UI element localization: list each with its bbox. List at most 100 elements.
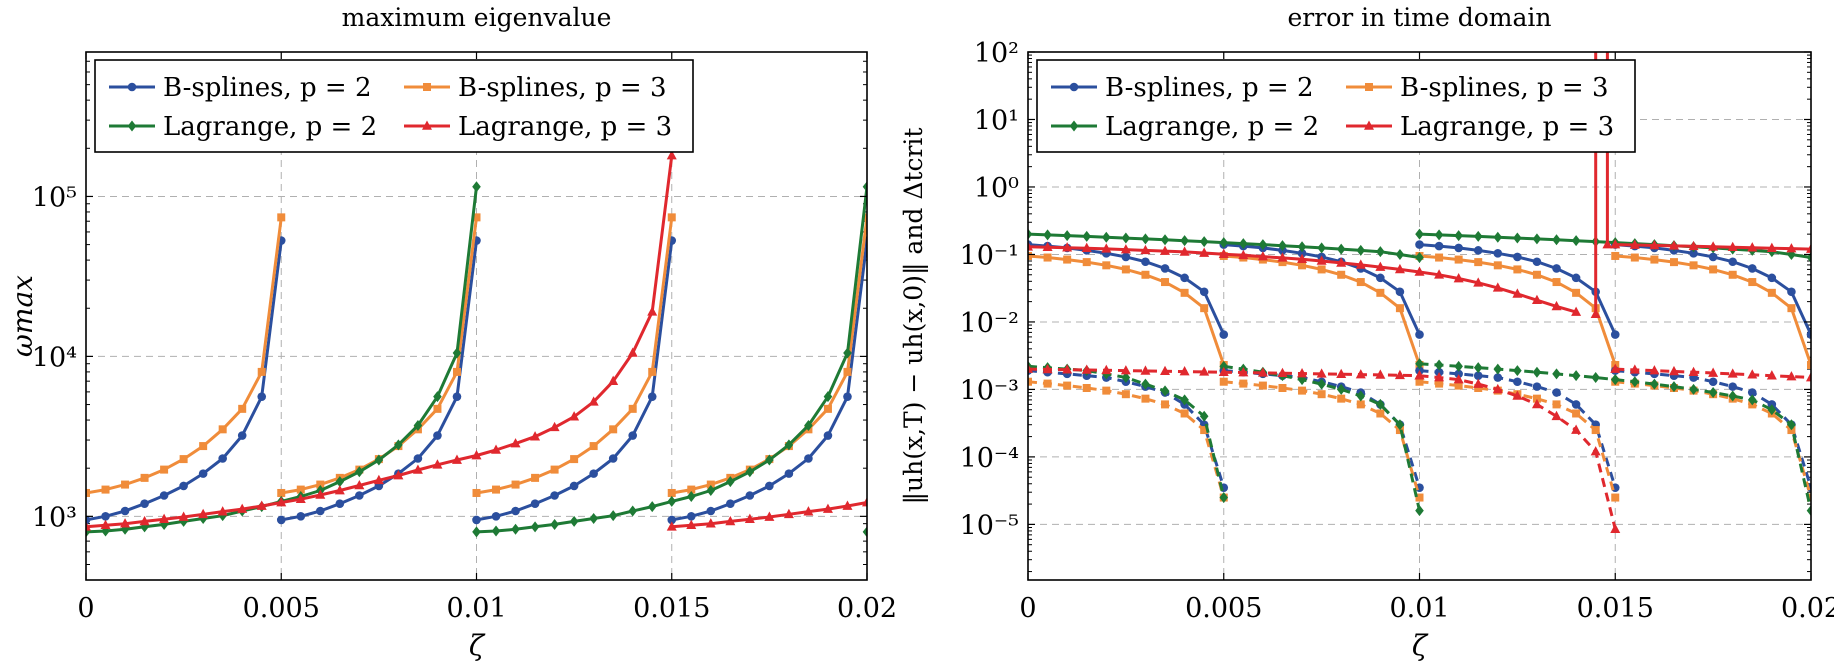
data-point	[1316, 368, 1327, 378]
data-point	[1688, 366, 1699, 377]
data-point	[1473, 230, 1483, 242]
data-point	[1689, 249, 1698, 258]
data-point	[1140, 244, 1151, 255]
data-point	[1454, 230, 1463, 242]
data-point	[1787, 304, 1796, 313]
data-point	[1748, 278, 1757, 287]
data-point	[452, 392, 462, 401]
data-point	[1317, 265, 1326, 274]
data-point	[628, 431, 637, 440]
data-point	[393, 470, 404, 480]
data-point	[335, 499, 345, 508]
data-point	[1474, 258, 1483, 267]
data-point	[1708, 241, 1719, 251]
data-point	[667, 515, 677, 525]
data-point	[842, 500, 853, 510]
data-point	[1747, 388, 1757, 397]
data-point	[803, 506, 814, 516]
data-point	[1376, 273, 1385, 283]
series-line	[476, 240, 674, 522]
data-point	[1415, 252, 1424, 264]
data-point	[1199, 287, 1209, 297]
data-point	[218, 425, 227, 434]
data-point	[1082, 230, 1092, 242]
data-point	[1572, 288, 1581, 297]
data-point	[1727, 241, 1738, 252]
data-point	[179, 481, 188, 491]
data-point	[1454, 255, 1463, 264]
data-point	[1120, 244, 1131, 254]
data-point	[1728, 257, 1737, 267]
data-point	[1395, 419, 1405, 431]
data-point	[1179, 366, 1190, 376]
data-point	[1435, 253, 1444, 262]
data-point	[1063, 381, 1072, 390]
data-point	[1787, 419, 1796, 431]
data-point	[1141, 270, 1150, 279]
series-lagrange2-dashed	[1028, 358, 1811, 517]
data-point	[1160, 234, 1170, 246]
legend-label: Lagrange, p = 2	[163, 112, 377, 142]
data-point	[804, 419, 813, 431]
data-point	[374, 454, 384, 466]
data-point	[1669, 258, 1678, 267]
series-line	[86, 240, 283, 522]
data-point	[1257, 367, 1268, 377]
data-point	[1415, 505, 1424, 517]
legend: B-splines, p = 2 B-splines, p = 3 Lagrange…	[1036, 59, 1636, 153]
data-point	[1028, 228, 1033, 240]
data-point	[1239, 379, 1248, 388]
x-tick-label: 0.01	[1389, 593, 1449, 624]
data-point	[1747, 394, 1757, 406]
data-point	[1415, 330, 1424, 339]
data-point	[472, 213, 481, 222]
data-point	[1571, 424, 1582, 434]
data-point	[1532, 382, 1542, 391]
series-bspline3	[1028, 251, 1811, 370]
data-point	[1258, 381, 1267, 390]
data-point	[1787, 287, 1796, 297]
legend-swatch-marker	[1069, 120, 1079, 132]
data-point	[1453, 374, 1464, 384]
data-point	[433, 391, 442, 403]
x-axis-label: ζ	[469, 629, 486, 662]
data-point	[1766, 242, 1777, 252]
data-point	[1356, 244, 1366, 256]
data-point	[1415, 228, 1424, 240]
data-point	[1532, 257, 1542, 267]
x-tick-label: 0.015	[633, 593, 710, 624]
data-point	[1200, 426, 1209, 435]
data-point	[179, 455, 188, 464]
data-point	[1278, 383, 1287, 392]
x-tick-label: 0	[77, 593, 94, 624]
data-point	[666, 521, 677, 531]
data-point	[472, 181, 481, 193]
data-point	[1492, 282, 1503, 292]
data-point	[1492, 383, 1503, 394]
data-point	[549, 421, 560, 432]
y-tick-label: 10⁰	[974, 173, 1019, 204]
data-point	[1218, 366, 1229, 377]
data-point	[452, 367, 461, 376]
data-point	[277, 213, 286, 222]
legend-box	[94, 59, 694, 153]
data-point	[218, 510, 227, 522]
data-point	[667, 488, 676, 497]
data-point	[1602, 35, 1612, 44]
legend-label: Lagrange, p = 3	[1400, 112, 1614, 142]
data-point	[237, 431, 247, 440]
data-point	[276, 497, 287, 507]
data-point	[1807, 361, 1811, 370]
data-point	[1375, 369, 1386, 379]
data-point	[1337, 394, 1346, 403]
x-tick-label: 0.01	[446, 593, 506, 624]
data-point	[217, 506, 228, 516]
plot-area	[86, 150, 867, 538]
data-point	[1316, 255, 1327, 265]
data-point	[570, 455, 579, 464]
data-point	[1786, 243, 1797, 253]
data-point	[862, 181, 867, 193]
data-point	[1298, 261, 1307, 270]
data-point	[1219, 492, 1229, 504]
data-point	[1102, 231, 1111, 243]
